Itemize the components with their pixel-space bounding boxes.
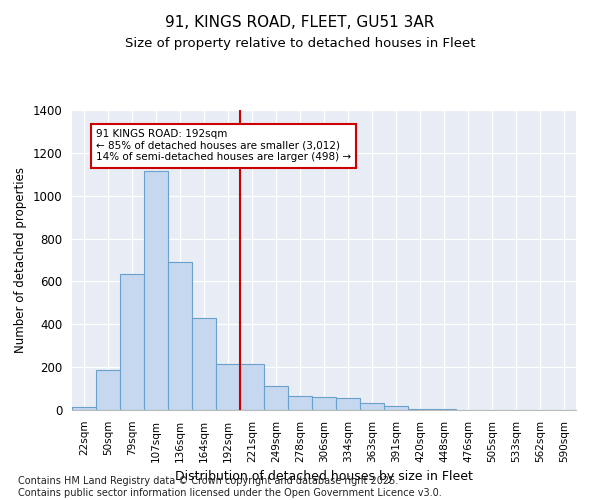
- Y-axis label: Number of detached properties: Number of detached properties: [14, 167, 27, 353]
- Text: 91 KINGS ROAD: 192sqm
← 85% of detached houses are smaller (3,012)
14% of semi-d: 91 KINGS ROAD: 192sqm ← 85% of detached …: [96, 130, 351, 162]
- Bar: [288, 396, 312, 410]
- Bar: [192, 318, 216, 410]
- Bar: [360, 402, 384, 410]
- Text: Contains HM Land Registry data © Crown copyright and database right 2025.
Contai: Contains HM Land Registry data © Crown c…: [18, 476, 442, 498]
- Bar: [264, 386, 288, 410]
- Bar: [168, 262, 192, 410]
- Bar: [408, 409, 432, 410]
- Bar: [240, 364, 264, 410]
- Bar: [384, 406, 408, 410]
- Text: 91, KINGS ROAD, FLEET, GU51 3AR: 91, KINGS ROAD, FLEET, GU51 3AR: [166, 15, 434, 30]
- Bar: [144, 171, 168, 410]
- Bar: [120, 274, 144, 410]
- X-axis label: Distribution of detached houses by size in Fleet: Distribution of detached houses by size …: [175, 470, 473, 483]
- Bar: [72, 407, 96, 410]
- Bar: [336, 398, 360, 410]
- Bar: [96, 370, 120, 410]
- Bar: [312, 397, 336, 410]
- Text: Size of property relative to detached houses in Fleet: Size of property relative to detached ho…: [125, 38, 475, 51]
- Bar: [216, 364, 240, 410]
